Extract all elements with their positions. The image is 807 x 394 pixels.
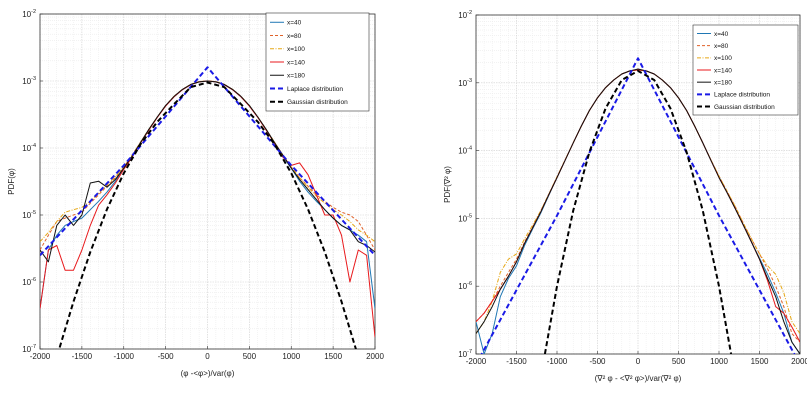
series-line-5: [40, 80, 375, 263]
y-tick-label: 10-2: [22, 9, 36, 19]
y-tick-exponent: -5: [467, 213, 472, 219]
x-tick-label: -500: [589, 357, 606, 366]
y-tick-base: 10: [458, 282, 467, 291]
legend-entry-3: x=100: [714, 55, 732, 62]
y-tick-base: 10: [458, 214, 467, 223]
y-axis-label: PDF(∇² φ): [443, 166, 452, 203]
x-tick-label: 2000: [366, 352, 384, 361]
x-tick-label: 0: [636, 357, 641, 366]
y-tick-label: 10-4: [22, 143, 36, 153]
series-line-5: [476, 68, 800, 354]
y-tick-base: 10: [22, 144, 31, 153]
legend-entry-6: Laplace distribution: [287, 86, 343, 93]
chart-panel-2: -2000 -1500 -1000 -500 0 500 1000 1500 200010-71…: [443, 10, 807, 383]
legend-entry-6: Laplace distribution: [714, 92, 770, 99]
x-tick-label: 1500: [751, 357, 769, 366]
y-tick-exponent: -7: [467, 349, 472, 355]
y-tick-base: 10: [22, 77, 31, 86]
x-tick-label: 1500: [324, 352, 342, 361]
y-tick-label: 10-4: [458, 146, 472, 156]
y-tick-base: 10: [22, 211, 31, 220]
legend-entry-4: x=140: [287, 59, 305, 66]
legend-box: [265, 12, 370, 112]
series-layer: [476, 57, 800, 354]
legend-entry-5: x=180: [287, 73, 305, 80]
legend-entry-4: x=140: [714, 67, 732, 74]
y-tick-base: 10: [458, 350, 467, 359]
series-line-6: [480, 57, 796, 354]
y-tick-base: 10: [22, 278, 31, 287]
x-tick-label: -1500: [72, 352, 93, 361]
y-tick-exponent: -2: [31, 9, 36, 15]
x-tick-label: 500: [672, 357, 686, 366]
legend-entry-1: x=40: [287, 20, 302, 27]
y-tick-base: 10: [458, 11, 467, 20]
y-tick-label: 10-5: [22, 210, 36, 220]
x-axis-label: (∇² φ - <∇² φ>)/var(∇² φ): [595, 374, 682, 383]
y-tick-label: 10-3: [458, 78, 472, 88]
series-layer: [40, 66, 375, 349]
y-tick-label: 10-7: [458, 349, 472, 359]
y-tick-base: 10: [22, 10, 31, 19]
legend: x=40 x=80 x=100 x=140 x=180 Laplace distribut…: [265, 12, 370, 112]
x-tick-label: 500: [243, 352, 257, 361]
y-tick-label: 10-6: [22, 277, 36, 287]
y-tick-exponent: -6: [31, 277, 36, 283]
y-tick-exponent: -4: [31, 143, 36, 149]
chart-panel-1: -2000 -1500 -1000 -500 0 500 1000 1500 200010-71…: [7, 9, 384, 378]
x-axis-label: (φ -<φ>)/var(φ): [181, 369, 235, 378]
series-line-7: [58, 81, 357, 349]
y-tick-label: 10-2: [458, 10, 472, 20]
legend-entry-2: x=80: [287, 33, 302, 40]
y-tick-base: 10: [458, 147, 467, 156]
x-tick-label: 1000: [282, 352, 300, 361]
legend-entry-1: x=40: [714, 31, 729, 38]
y-tick-exponent: -5: [31, 210, 36, 216]
x-tick-label: 1000: [710, 357, 728, 366]
legend-entry-2: x=80: [714, 43, 729, 50]
legend-entry-7: Gaussian distribution: [287, 99, 348, 106]
y-tick-exponent: -3: [467, 78, 472, 84]
x-tick-label: -1000: [114, 352, 135, 361]
legend-entry-5: x=180: [714, 79, 732, 86]
x-tick-label: -1000: [547, 357, 568, 366]
legend-entry-3: x=100: [287, 46, 305, 53]
y-tick-base: 10: [458, 79, 467, 88]
y-tick-exponent: -6: [467, 281, 472, 287]
y-tick-label: 10-5: [458, 213, 472, 223]
x-tick-label: -500: [158, 352, 175, 361]
y-tick-label: 10-7: [22, 344, 36, 354]
y-axis-label: PDF(φ): [7, 168, 16, 195]
y-tick-label: 10-6: [458, 281, 472, 291]
x-tick-label: -1500: [506, 357, 527, 366]
y-tick-exponent: -2: [467, 10, 472, 16]
legend-entry-7: Gaussian distribution: [714, 104, 775, 111]
y-tick-label: 10-3: [22, 76, 36, 86]
y-tick-exponent: -7: [31, 344, 36, 350]
x-tick-label: 0: [205, 352, 210, 361]
x-tick-label: -2000: [30, 352, 51, 361]
x-tick-label: -2000: [466, 357, 487, 366]
legend: x=40 x=80 x=100 x=140 x=180 Laplace distribut…: [692, 24, 799, 116]
series-line-6: [40, 66, 375, 256]
grid: [475, 14, 801, 355]
y-tick-exponent: -3: [31, 76, 36, 82]
y-tick-exponent: -4: [467, 146, 472, 152]
x-tick-label: 2000: [791, 357, 807, 366]
series-line-7: [543, 69, 733, 354]
y-tick-base: 10: [22, 345, 31, 354]
